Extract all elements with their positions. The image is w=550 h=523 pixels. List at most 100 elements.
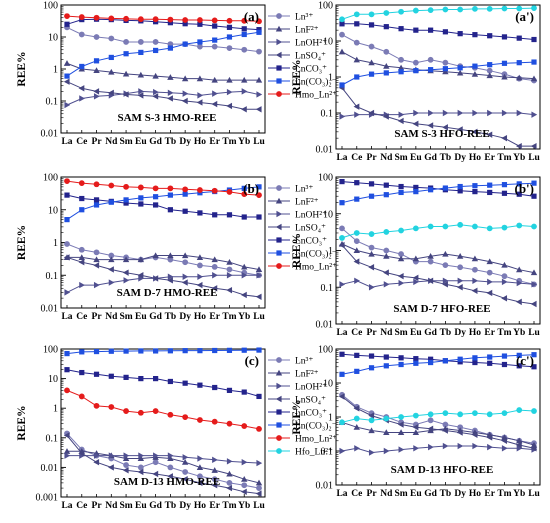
data-point-ce [354,352,360,358]
data-point-yb [241,488,247,495]
data-point-er [486,258,493,265]
y-tick-label: 1 [53,238,58,249]
data-point-tm [501,182,508,188]
data-point-tm [501,224,508,231]
x-tick-label-eu: Eu [410,153,422,163]
data-point-er [211,187,218,194]
data-point-tb [167,411,174,418]
data-point-yb [516,222,523,229]
legend-label: LnSO₄⁺ [295,396,326,406]
data-point-tb [442,281,448,288]
data-point-gd [152,185,159,192]
series-hmo-ln [64,178,262,199]
data-point-er [486,131,493,138]
data-point-pr [93,58,100,64]
data-point-la [339,200,345,206]
legend-label: Ln(CO₃)₂⁻ [295,77,337,88]
series-lnco [64,367,262,400]
x-tick-label-pr: Pr [367,328,378,338]
data-point-la [339,447,346,455]
data-point-yb [516,109,523,117]
data-point-yb [516,363,522,369]
x-tick-label-tm: Tm [222,312,236,322]
panel-title: SAM D-7 HFO-REE [393,303,490,315]
data-point-sm [123,197,129,203]
data-point-tb [442,442,449,450]
legend: Ln³⁺ LnF²⁺ LnOH²⁺ LnSO₄⁺ LnCO₃⁺ Ln(CO₃)₂⁻ Hmo_… [268,357,337,458]
series-ln-co [339,352,537,377]
y-tick-label: 0.1 [46,97,59,108]
data-point-yb [516,142,522,150]
data-point-la [63,432,70,439]
data-point-dy [182,380,188,386]
data-point-nd [383,48,390,55]
x-tick-label-la: La [336,489,347,499]
data-point-sm [398,227,404,234]
data-point-pr [93,197,100,203]
data-point-ho [197,43,203,50]
data-point-ho [197,348,203,354]
data-point-ho [472,63,478,69]
data-point-ce [353,103,360,110]
data-point-yb [241,17,248,24]
series-lnso [338,241,537,308]
data-point-pr [368,43,375,50]
data-point-er [486,434,493,441]
data-point-pr [368,59,375,66]
legend-marker [276,13,282,19]
legend-label: LnCO₃⁺ [295,409,327,419]
data-point-pr [368,231,375,237]
legend-entry-lnco: LnCO₃⁺ [268,65,327,75]
legend-label: LnF²⁺ [295,26,319,36]
data-point-gd [428,359,434,366]
data-point-pr [368,365,375,371]
data-point-er [487,443,493,451]
legend-marker [276,382,283,390]
legend-label: Hmo_Ln²⁺ [295,435,337,445]
data-point-sm [123,277,130,284]
data-point-nd [383,354,389,360]
legend-entry-lnf: LnF²⁺ [268,26,319,36]
data-point-er [212,23,218,29]
data-point-tm [226,212,233,218]
data-point-sm [123,200,129,206]
y-tick-label: 10 [323,209,333,220]
data-point-tm [226,24,233,30]
data-point-sm [398,69,404,75]
data-point-yb [516,181,522,187]
x-tick-label-nd: Nd [380,328,393,338]
data-point-pr [368,181,375,187]
data-point-tm [226,347,233,353]
legend-entry-lnco: LnCO₃⁺ [268,237,327,247]
data-point-ho [197,187,203,193]
data-point-nd [383,10,390,16]
legend-marker [275,369,283,376]
data-point-tm [501,361,508,368]
data-point-dy [457,264,464,271]
data-point-gd [427,258,434,265]
data-point-ce [354,74,360,80]
data-point-la [338,241,345,249]
data-point-dy [182,259,189,266]
x-tick-label-lu: Lu [253,312,265,322]
data-point-ho [472,5,478,12]
data-point-gd [428,443,434,451]
data-point-yb [241,347,247,353]
data-point-tb [442,59,449,66]
data-point-eu [137,455,145,462]
data-point-nd [108,182,115,189]
y-tick-label: 0.01 [41,304,59,315]
data-point-nd [383,192,389,198]
data-point-lu [255,76,263,83]
data-point-dy [457,277,464,284]
data-point-yb [516,191,522,197]
data-point-gd [427,425,434,432]
legend-marker [275,51,282,59]
data-point-eu [413,445,420,452]
data-point-ce [79,349,85,355]
data-point-sm [398,26,404,32]
data-point-pr [93,281,100,289]
data-point-la [339,82,345,88]
